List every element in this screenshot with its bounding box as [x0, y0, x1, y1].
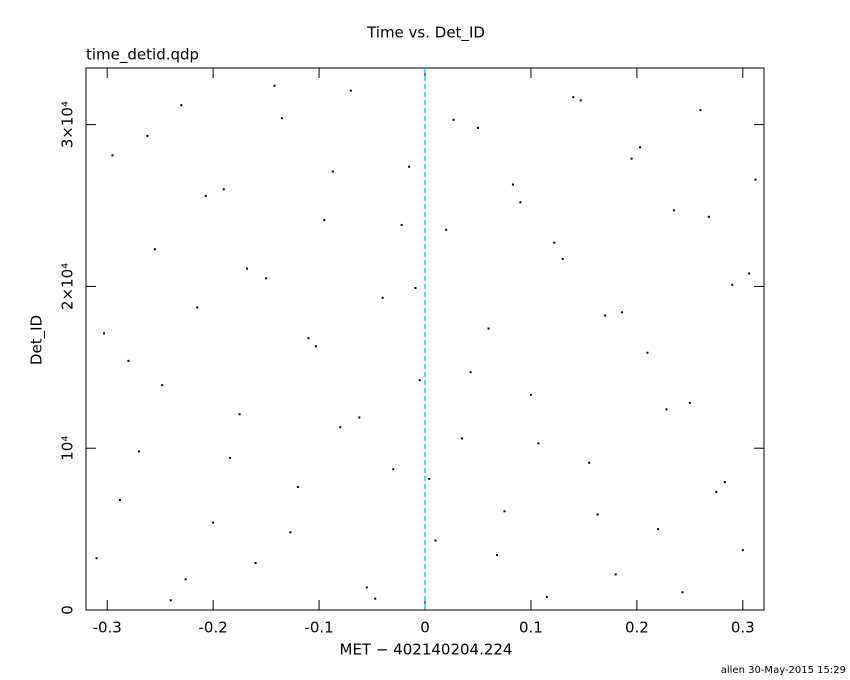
scatter-point	[414, 287, 417, 290]
scatter-point	[519, 201, 522, 204]
scatter-point	[688, 401, 691, 404]
footer: allen 30-May-2015 15:29	[721, 665, 846, 676]
scatter-point	[561, 257, 564, 260]
scatter-point	[365, 586, 368, 589]
scatter-point	[323, 219, 326, 222]
scatter-point	[579, 99, 582, 102]
scatter-point	[699, 109, 702, 112]
scatter-point	[358, 416, 361, 419]
scatter-point	[400, 223, 403, 226]
scatter-point	[254, 562, 257, 565]
scatter-point	[452, 118, 455, 121]
scatter-point	[229, 456, 232, 459]
scatter-point	[238, 413, 241, 416]
scatter-point	[331, 170, 334, 173]
scatter-point	[553, 241, 556, 244]
scatter-point	[349, 89, 352, 92]
scatter-point	[111, 154, 114, 157]
scatter-point	[672, 209, 675, 212]
scatter-point	[169, 599, 172, 602]
scatter-point	[204, 194, 207, 197]
scatter-point	[529, 393, 532, 396]
scatter-point	[374, 597, 377, 600]
scatter-point	[280, 117, 283, 120]
scatter-point	[196, 306, 199, 309]
scatter-point	[572, 96, 575, 99]
scatter-point	[212, 521, 215, 524]
scatter-point	[418, 379, 421, 382]
scatter-point	[127, 359, 130, 362]
chart-title: Time vs. Det_ID	[366, 24, 485, 43]
scatter-point	[103, 332, 106, 335]
scatter-point	[646, 351, 649, 354]
y-axis-label: Det_ID	[28, 315, 47, 365]
x-tick-label: -0.2	[198, 619, 227, 637]
scatter-point	[715, 490, 718, 493]
scatter-point	[511, 183, 514, 186]
scatter-point	[461, 437, 464, 440]
scatter-point	[434, 539, 437, 542]
scatter-point	[146, 134, 149, 137]
scatter-point	[392, 468, 395, 471]
scatter-point	[596, 513, 599, 516]
y-tick-label: 3×10⁴	[59, 101, 77, 148]
x-tick-label: 0.3	[731, 619, 755, 637]
scatter-point	[503, 510, 506, 513]
x-tick-label: -0.1	[304, 619, 333, 637]
scatter-point	[723, 481, 726, 484]
x-tick-label: 0.2	[625, 619, 649, 637]
scatter-point	[118, 498, 121, 501]
scatter-point	[137, 450, 140, 453]
scatter-point	[273, 84, 276, 87]
x-tick-label: 0.1	[519, 619, 543, 637]
scatter-point	[630, 157, 633, 160]
scatter-point	[469, 371, 472, 374]
x-tick-label: -0.3	[93, 619, 122, 637]
x-axis-label: MET − 402140204.224	[340, 641, 513, 659]
scatter-point	[476, 126, 479, 129]
scatter-point	[246, 267, 249, 270]
scatter-point	[741, 549, 744, 552]
scatter-point	[754, 178, 757, 181]
scatter-point	[665, 408, 668, 411]
scatter-point	[408, 165, 411, 168]
scatter-point	[731, 283, 734, 286]
scatter-point	[184, 578, 187, 581]
scatter-point	[604, 314, 607, 317]
scatter-point	[161, 384, 164, 387]
scatter-point	[95, 557, 98, 560]
scatter-point	[496, 553, 499, 556]
scatter-point	[296, 486, 299, 489]
scatter-point	[289, 531, 292, 534]
scatter-point	[153, 248, 156, 251]
scatter-point	[545, 596, 548, 599]
scatter-point	[639, 146, 642, 149]
scatter-point	[614, 573, 617, 576]
scatter-point	[621, 311, 624, 314]
scatter-point	[307, 337, 310, 340]
scatter-point	[537, 442, 540, 445]
scatter-point	[314, 345, 317, 348]
y-tick-label: 10⁴	[59, 436, 77, 461]
scatter-point	[445, 228, 448, 231]
chart-subtitle: time_detid.qdp	[86, 46, 199, 65]
scatter-point	[487, 327, 490, 330]
scatter-point	[180, 104, 183, 107]
scatter-point	[428, 477, 431, 480]
scatter-point	[707, 215, 710, 218]
y-tick-label: 2×10⁴	[59, 263, 77, 310]
scatter-point	[381, 296, 384, 299]
scatter-point	[657, 528, 660, 531]
scatter-point	[588, 461, 591, 464]
y-tick-label: 0	[59, 605, 77, 615]
scatter-point	[748, 272, 751, 275]
x-tick-label: 0	[420, 619, 430, 637]
scatter-point	[339, 426, 342, 429]
scatter-point	[681, 591, 684, 594]
scatter-point	[222, 188, 225, 191]
scatter-point	[265, 277, 268, 280]
